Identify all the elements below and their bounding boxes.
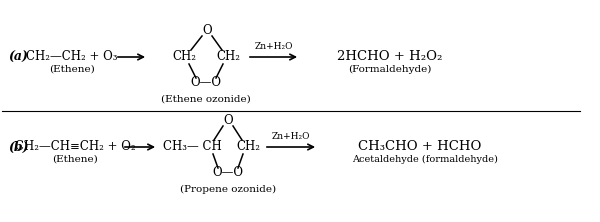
- Text: CH₃— CH: CH₃— CH: [163, 141, 221, 153]
- Text: O: O: [223, 115, 233, 127]
- Text: CH₂: CH₂: [216, 50, 240, 63]
- Text: O: O: [202, 24, 212, 38]
- Text: O—O: O—O: [212, 166, 244, 180]
- Text: (Propene ozonide): (Propene ozonide): [180, 184, 276, 194]
- Text: O—O: O—O: [191, 77, 221, 89]
- Text: Zn+H₂O: Zn+H₂O: [254, 42, 293, 51]
- Text: (Ethene): (Ethene): [52, 155, 98, 163]
- Text: Acetaldehyde (formaldehyde): Acetaldehyde (formaldehyde): [352, 155, 498, 164]
- Text: CH₂: CH₂: [172, 50, 196, 63]
- Text: (Formaldehyde): (Formaldehyde): [349, 64, 431, 73]
- Text: CH₃CHO + HCHO: CH₃CHO + HCHO: [358, 141, 482, 153]
- Text: CH₂: CH₂: [236, 141, 260, 153]
- Text: (Ethene ozonide): (Ethene ozonide): [161, 95, 251, 103]
- Text: 2HCHO + H₂O₂: 2HCHO + H₂O₂: [337, 50, 443, 63]
- Text: (b): (b): [8, 141, 29, 153]
- Text: CH₂—CH≡CH₂ + O₂: CH₂—CH≡CH₂ + O₂: [14, 141, 136, 153]
- Text: CH₂—CH₂ + O₃: CH₂—CH₂ + O₃: [26, 50, 118, 63]
- Text: Zn+H₂O: Zn+H₂O: [272, 132, 310, 141]
- Text: (a): (a): [8, 50, 28, 63]
- Text: (Ethene): (Ethene): [49, 65, 95, 73]
